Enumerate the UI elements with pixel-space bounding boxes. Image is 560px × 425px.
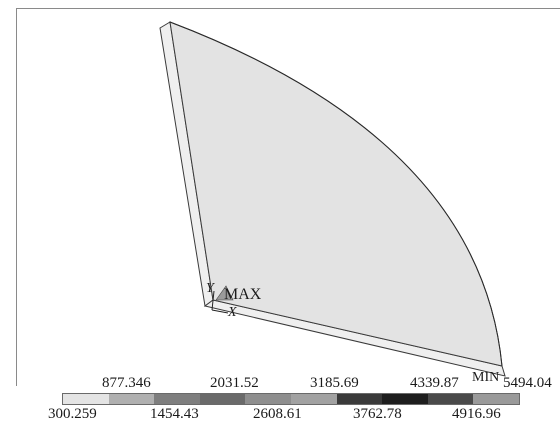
legend-color-band — [245, 394, 291, 404]
legend-value-top: 2031.52 — [210, 375, 259, 391]
legend-value-bottom: 4916.96 — [452, 406, 501, 422]
triad-x-axis — [211, 309, 229, 314]
legend-color-band — [473, 394, 519, 404]
legend-value-bottom: 3762.78 — [353, 406, 402, 422]
triad-x-label: X — [228, 305, 237, 320]
legend-color-band — [154, 394, 200, 404]
legend-value-bottom: 300.259 — [48, 406, 97, 422]
legend-color-band — [336, 394, 383, 404]
legend-value-top: 877.346 — [102, 375, 151, 391]
model-top-face — [169, 21, 503, 367]
legend-value-top: 5494.04 — [503, 375, 552, 391]
contour-legend-bar — [62, 393, 520, 405]
max-marker — [215, 285, 234, 301]
legend-value-bottom: 1454.43 — [150, 406, 199, 422]
min-label: MIN — [472, 370, 500, 385]
legend-color-band — [290, 394, 337, 404]
legend-color-band — [382, 394, 428, 404]
legend-value-top: 4339.87 — [410, 375, 459, 391]
max-label: MAX — [224, 286, 262, 303]
legend-color-band — [63, 394, 109, 404]
legend-color-band — [199, 394, 246, 404]
model-arc-edge — [169, 21, 503, 367]
viewport-border-left — [16, 8, 17, 386]
legend-value-bottom: 2608.61 — [253, 406, 302, 422]
triad-y-axis — [211, 290, 215, 311]
legend-color-band — [108, 394, 155, 404]
legend-color-band — [427, 394, 474, 404]
legend-value-top: 3185.69 — [310, 375, 359, 391]
viewport-border-top — [16, 8, 560, 9]
triad-y-label: Y — [206, 281, 214, 296]
